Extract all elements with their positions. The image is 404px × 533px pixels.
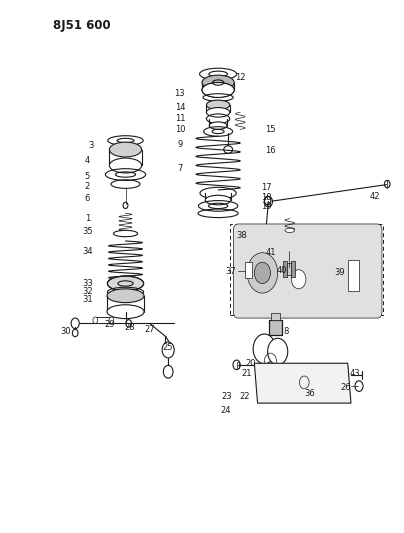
Circle shape bbox=[253, 334, 276, 364]
Text: 40: 40 bbox=[276, 266, 287, 275]
Ellipse shape bbox=[202, 75, 234, 90]
Text: 8J51 600: 8J51 600 bbox=[53, 19, 111, 33]
Text: 38: 38 bbox=[236, 231, 247, 240]
Text: 15: 15 bbox=[265, 125, 276, 134]
Ellipse shape bbox=[224, 146, 233, 154]
Bar bbox=[230, 224, 383, 316]
Text: 17: 17 bbox=[261, 183, 272, 192]
Text: 35: 35 bbox=[82, 227, 93, 236]
Text: 33: 33 bbox=[82, 279, 93, 288]
Ellipse shape bbox=[109, 158, 142, 173]
Ellipse shape bbox=[206, 108, 230, 117]
Text: 4: 4 bbox=[84, 156, 90, 165]
FancyBboxPatch shape bbox=[234, 224, 382, 318]
Ellipse shape bbox=[109, 142, 142, 157]
Text: 36: 36 bbox=[305, 389, 315, 398]
Text: 9: 9 bbox=[177, 140, 183, 149]
Text: 6: 6 bbox=[84, 195, 90, 204]
Ellipse shape bbox=[93, 317, 98, 324]
Text: 7: 7 bbox=[177, 164, 183, 173]
Ellipse shape bbox=[205, 195, 231, 205]
Circle shape bbox=[163, 366, 173, 378]
Text: 21: 21 bbox=[241, 369, 252, 378]
Bar bbox=[95, 317, 112, 324]
Ellipse shape bbox=[202, 83, 234, 98]
Circle shape bbox=[247, 253, 278, 293]
Text: 42: 42 bbox=[370, 192, 381, 201]
Circle shape bbox=[162, 342, 174, 358]
Text: 1: 1 bbox=[84, 214, 90, 223]
Text: 18: 18 bbox=[261, 193, 272, 202]
Bar bbox=[269, 320, 282, 335]
Text: 8: 8 bbox=[284, 327, 289, 336]
Circle shape bbox=[264, 196, 272, 207]
Bar bbox=[237, 362, 239, 368]
Text: 2: 2 bbox=[84, 182, 90, 191]
Polygon shape bbox=[255, 364, 351, 403]
Text: 24: 24 bbox=[220, 406, 231, 415]
Bar bbox=[286, 263, 291, 275]
Bar bbox=[271, 313, 280, 320]
Ellipse shape bbox=[202, 83, 234, 98]
Text: 27: 27 bbox=[144, 325, 155, 334]
Text: 10: 10 bbox=[175, 125, 185, 134]
Text: 5: 5 bbox=[84, 172, 90, 181]
Ellipse shape bbox=[285, 228, 295, 232]
Text: 41: 41 bbox=[266, 248, 276, 257]
Text: 28: 28 bbox=[124, 323, 135, 332]
Ellipse shape bbox=[109, 317, 114, 324]
Text: 16: 16 bbox=[265, 146, 276, 155]
Ellipse shape bbox=[107, 289, 144, 303]
Circle shape bbox=[267, 338, 288, 365]
Text: 13: 13 bbox=[175, 89, 185, 98]
Bar bbox=[291, 261, 295, 277]
Text: 37: 37 bbox=[225, 268, 236, 276]
Bar bbox=[246, 262, 252, 278]
Text: 19: 19 bbox=[261, 203, 271, 212]
Text: 34: 34 bbox=[82, 247, 93, 256]
Bar bbox=[348, 260, 359, 291]
Text: 25: 25 bbox=[162, 343, 173, 352]
Circle shape bbox=[255, 262, 270, 284]
Text: 12: 12 bbox=[235, 73, 246, 82]
Text: 29: 29 bbox=[104, 320, 115, 329]
Bar bbox=[269, 320, 282, 335]
Text: 11: 11 bbox=[175, 114, 185, 123]
Circle shape bbox=[291, 270, 306, 289]
Text: 23: 23 bbox=[222, 392, 232, 401]
Bar bbox=[282, 261, 286, 277]
Ellipse shape bbox=[107, 305, 144, 319]
Text: 31: 31 bbox=[82, 295, 93, 304]
Ellipse shape bbox=[206, 100, 230, 110]
Text: 32: 32 bbox=[82, 287, 93, 296]
Text: 26: 26 bbox=[341, 383, 351, 392]
Text: 20: 20 bbox=[245, 359, 256, 368]
Text: 30: 30 bbox=[60, 327, 70, 336]
Text: 39: 39 bbox=[335, 269, 345, 277]
Text: 3: 3 bbox=[88, 141, 94, 150]
Circle shape bbox=[71, 318, 79, 329]
Text: 43: 43 bbox=[350, 369, 360, 378]
Ellipse shape bbox=[209, 122, 227, 130]
Text: 14: 14 bbox=[175, 102, 185, 111]
Ellipse shape bbox=[107, 276, 143, 291]
Text: 22: 22 bbox=[239, 392, 250, 401]
